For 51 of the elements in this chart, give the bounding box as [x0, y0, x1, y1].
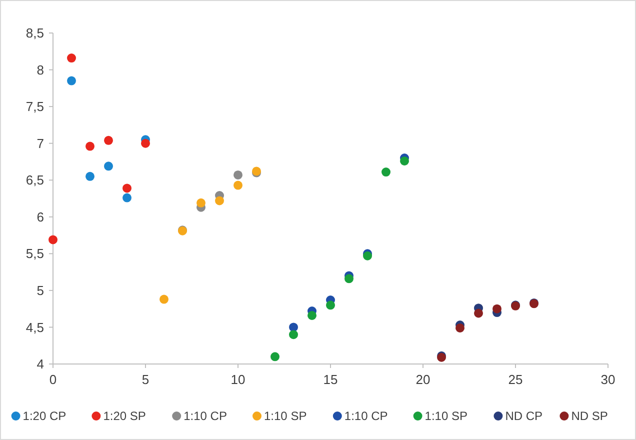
- point: [326, 300, 335, 310]
- y-tick-label: 8: [36, 62, 44, 78]
- y-tick-label: 8,5: [26, 26, 44, 41]
- point: [234, 180, 242, 190]
- point: [456, 323, 464, 332]
- legend-label: 1:20 CP: [22, 409, 66, 424]
- y-tick-label: 7: [36, 136, 44, 151]
- point: [160, 294, 168, 304]
- legend-label: 1:10 CP: [344, 409, 388, 424]
- y-tick-label: 6: [36, 209, 44, 224]
- point: [382, 168, 390, 177]
- point: [104, 162, 113, 171]
- x-tick-label: 10: [230, 372, 246, 387]
- point: [122, 184, 132, 193]
- x-tick-label: 30: [600, 372, 616, 387]
- point: [104, 136, 113, 145]
- point: [67, 76, 76, 86]
- legend-label: 1:10 CP: [184, 409, 227, 424]
- legend-label: ND CP: [505, 409, 543, 424]
- point: [400, 156, 409, 166]
- x-tick-label: 15: [323, 372, 338, 387]
- point: [86, 172, 94, 181]
- point: [122, 193, 132, 202]
- legend-label: 1:20 SP: [103, 409, 146, 424]
- point: [48, 235, 58, 244]
- legend-label: 1:10 SP: [264, 409, 307, 424]
- point: [196, 198, 206, 208]
- point: [344, 274, 354, 284]
- point: [215, 196, 224, 206]
- y-tick-label: 7,5: [26, 99, 44, 114]
- y-tick-label: 5: [36, 282, 44, 298]
- y-tick-label: 5,5: [26, 246, 44, 262]
- point: [289, 322, 298, 332]
- point: [67, 54, 76, 63]
- y-tick-label: 4: [36, 356, 44, 372]
- point: [474, 308, 483, 318]
- x-tick-label: 0: [49, 372, 57, 387]
- point: [270, 352, 280, 362]
- point: [86, 142, 94, 151]
- point: [141, 138, 150, 148]
- y-tick-label: 4,5: [26, 320, 44, 335]
- x-tick-label: 25: [508, 372, 523, 387]
- point: [492, 304, 502, 314]
- legend-label: 1:10 SP: [424, 409, 468, 424]
- point: [234, 170, 242, 180]
- x-tick-label: 20: [416, 372, 430, 387]
- legend-label: ND SP: [571, 409, 608, 424]
- point: [308, 310, 316, 320]
- point: [289, 330, 298, 340]
- y-tick-label: 6,5: [26, 172, 44, 188]
- x-tick-label: 5: [142, 372, 150, 387]
